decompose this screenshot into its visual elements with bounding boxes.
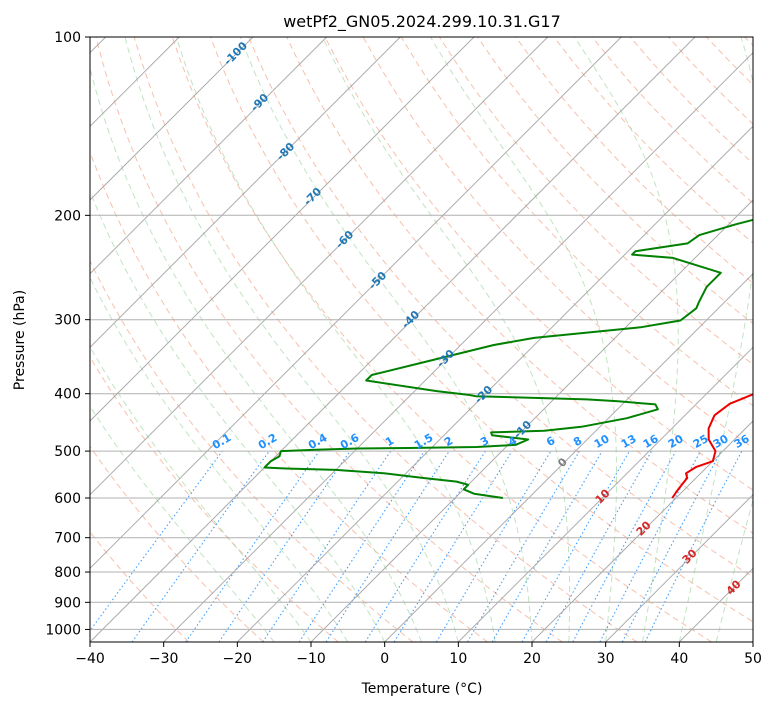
dry-adiabat (210, 37, 753, 623)
mixing-ratio-line (185, 450, 320, 642)
dry-adiabat (171, 37, 712, 642)
moist-adiabat (574, 37, 679, 642)
moist-adiabat (90, 276, 349, 642)
x-tick-label: −40 (75, 651, 105, 667)
mixing-ratio-line (644, 450, 743, 642)
sounding-profiles (263, 218, 753, 499)
dewpoint-profile (263, 218, 753, 499)
mixing-ratio-line (131, 450, 270, 642)
temperature-profile (671, 393, 753, 499)
y-tick-label: 800 (54, 565, 81, 581)
isotherm (90, 37, 622, 570)
moist-adiabat (715, 498, 753, 642)
x-tick-label: −20 (223, 651, 253, 667)
isotherm (163, 51, 753, 642)
dry-adiabat (515, 37, 753, 284)
moist-adiabat (322, 37, 571, 642)
dry-adiabat (95, 37, 563, 642)
mixing-ratio-line (325, 450, 450, 642)
y-tick-label: 1000 (45, 622, 81, 638)
y-axis: 100 200 300 400 500 600 700 800 900 1000 (45, 30, 90, 638)
mixing-ratio-line (298, 450, 425, 642)
isotherm (531, 420, 753, 642)
dry-adiabat (286, 37, 753, 534)
isotherm (90, 37, 475, 422)
y-tick-label: 400 (54, 387, 81, 403)
y-tick-label: 100 (54, 30, 81, 46)
isotherm (90, 37, 549, 496)
x-axis-title: Temperature (°C) (361, 681, 483, 697)
mixing-ratio-line (521, 450, 630, 642)
moist-adiabat (90, 405, 275, 642)
moist-adiabat (175, 37, 496, 642)
dry-adiabat (90, 356, 339, 642)
y-tick-label: 600 (54, 491, 81, 507)
y-tick-label: 900 (54, 595, 81, 611)
y-tick-label: 700 (54, 531, 81, 547)
moist-adiabat (239, 37, 533, 642)
moist-adiabat (678, 37, 753, 642)
dry-adiabat (90, 445, 264, 642)
y-axis-title: Pressure (hPa) (12, 290, 28, 390)
y-tick-label: 500 (54, 444, 81, 460)
isotherm (90, 37, 696, 642)
isotherm (384, 272, 753, 642)
moist-adiabat (90, 189, 386, 642)
mixing-ratio-line (572, 450, 677, 642)
mixing-ratio-line (545, 450, 653, 642)
dry-adiabat (248, 37, 753, 578)
x-tick-label: −10 (296, 651, 326, 667)
x-tick-label: −30 (149, 651, 179, 667)
x-tick-label: 50 (744, 651, 762, 667)
x-tick-label: 0 (380, 651, 389, 667)
x-tick-label: 20 (523, 651, 541, 667)
isotherm (90, 37, 254, 201)
plot-frame (89, 36, 754, 643)
isotherm (310, 199, 753, 642)
moist-adiabat (90, 65, 422, 642)
y-tick-label: 300 (54, 313, 81, 329)
y-tick-label: 200 (54, 208, 81, 224)
isotherm (457, 346, 753, 642)
dry-adiabat (133, 37, 638, 642)
moist-adiabat (430, 37, 617, 642)
moist-adiabat (124, 37, 459, 642)
mixing-ratio-line (90, 450, 223, 632)
mixing-ratio-line (218, 450, 351, 642)
x-tick-label: 30 (597, 651, 615, 667)
isotherm (90, 37, 328, 275)
dry-adiabat (90, 259, 414, 642)
chart-title: wetPf2_GN05.2024.299.10.31.G17 (283, 12, 561, 32)
isotherm (236, 125, 753, 642)
dry-adiabat (324, 37, 753, 491)
mixing-ratio-line (262, 450, 392, 642)
isotherm (90, 37, 401, 349)
background-lines (90, 37, 753, 642)
x-tick-label: 10 (449, 651, 467, 667)
x-axis: −40 −30 −20 −10 0 10 20 30 40 50 (75, 642, 762, 667)
isotherm (605, 493, 753, 642)
x-tick-label: 40 (670, 651, 688, 667)
